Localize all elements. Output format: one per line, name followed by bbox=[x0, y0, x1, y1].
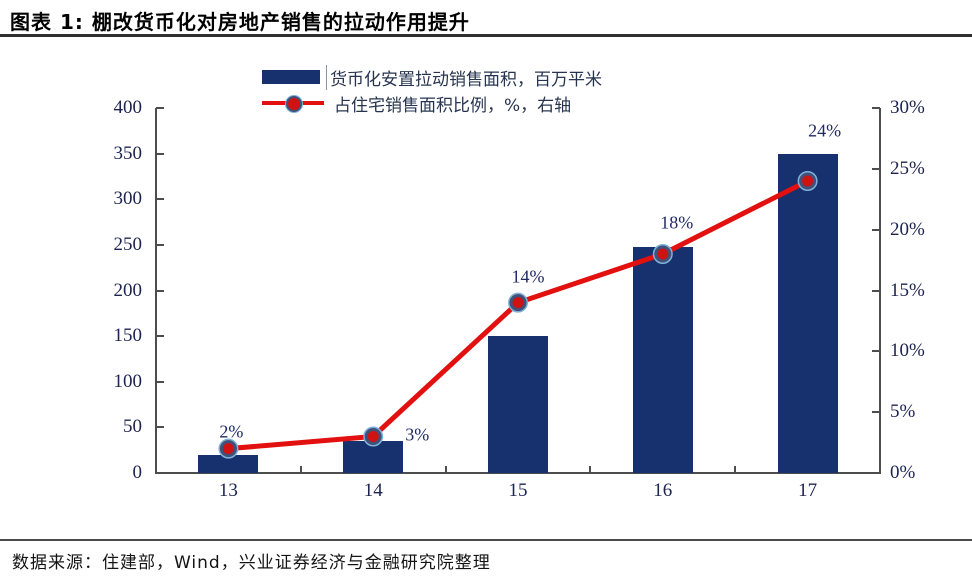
line-marker-halo bbox=[218, 438, 239, 459]
figure-title: 图表 1: 棚改货币化对房地产销售的拉动作用提升 bbox=[10, 10, 470, 34]
ratio-line-series bbox=[218, 171, 818, 459]
x-axis-tickmark bbox=[734, 466, 737, 473]
left-axis-tick-150: 150 bbox=[113, 325, 143, 347]
left-axis-tickmark bbox=[156, 289, 164, 292]
left-axis-tick-350: 350 bbox=[113, 142, 143, 164]
bar-17 bbox=[777, 153, 838, 473]
right-axis-tick-15: 15% bbox=[890, 279, 925, 301]
right-axis-tick-5: 5% bbox=[890, 401, 916, 423]
x-axis-tickmark bbox=[589, 466, 592, 473]
left-axis-tickmark bbox=[156, 335, 164, 338]
left-axis-tick-400: 400 bbox=[113, 97, 143, 118]
right-axis-tickmark bbox=[872, 107, 880, 109]
right-axis-line bbox=[879, 108, 881, 474]
left-axis-tickmark bbox=[156, 426, 164, 429]
legend-item-bar-label: 货币化安置拉动销售面积，百万平米 bbox=[326, 64, 602, 90]
line-series-swatch-icon bbox=[262, 96, 324, 112]
bar-13 bbox=[198, 454, 259, 473]
right-axis-tickmark bbox=[872, 228, 880, 231]
line-marker-17 bbox=[799, 172, 817, 190]
point-label-14: 3% bbox=[405, 424, 430, 444]
line-marker-14 bbox=[364, 428, 382, 445]
chart-legend: 货币化安置拉动销售面积，百万平米 占住宅销售面积比例，%，右轴 bbox=[262, 64, 602, 116]
left-axis-tick-labels: 0 50 100 150 200 250 300 350 400 bbox=[58, 97, 148, 483]
line-marker-13 bbox=[219, 440, 237, 458]
x-axis-tick-15: 15 bbox=[508, 480, 528, 501]
left-axis-tickmark bbox=[156, 107, 164, 109]
legend-item-line-label: 占住宅销售面积比例，%，右轴 bbox=[334, 95, 572, 116]
left-axis-tick-100: 100 bbox=[113, 370, 143, 392]
left-axis-tick-0: 0 bbox=[132, 462, 143, 483]
right-axis-tick-0: 0% bbox=[890, 462, 916, 483]
right-axis-tickmark bbox=[872, 289, 880, 292]
legend-item-line: 占住宅销售面积比例，%，右轴 bbox=[262, 90, 602, 116]
plot-area: 2% 3% 14% 18% 24% bbox=[156, 107, 880, 473]
x-axis-tick-17: 17 bbox=[798, 480, 818, 501]
data-source-note: 数据来源：住建部，Wind，兴业证券经济与金融研究院整理 bbox=[12, 553, 491, 573]
line-marker-halo bbox=[363, 426, 384, 447]
line-marker-16 bbox=[654, 245, 672, 263]
right-axis-tick-25: 25% bbox=[890, 157, 925, 179]
line-marker-15 bbox=[509, 294, 527, 312]
point-label-15: 14% bbox=[511, 266, 545, 287]
right-axis-tick-20: 20% bbox=[890, 218, 925, 240]
x-axis-tickmark bbox=[299, 466, 302, 473]
right-axis-tick-10: 10% bbox=[890, 340, 925, 362]
point-label-16: 18% bbox=[660, 212, 694, 233]
right-axis-tickmark bbox=[872, 167, 880, 170]
right-axis-tick-labels: 0% 5% 10% 15% 20% 25% 30% bbox=[890, 97, 970, 483]
x-axis-tickmark bbox=[444, 466, 447, 473]
bar-16 bbox=[632, 246, 693, 473]
line-path bbox=[228, 178, 809, 452]
bottom-axis-line bbox=[155, 472, 881, 474]
point-label-17: 24% bbox=[808, 120, 842, 141]
line-marker-halo bbox=[508, 292, 528, 313]
left-axis-tick-50: 50 bbox=[123, 416, 142, 438]
right-axis-tick-30: 30% bbox=[890, 97, 925, 118]
x-axis-tick-labels: 13 14 15 16 17 bbox=[156, 480, 880, 506]
x-axis-tick-13: 13 bbox=[218, 480, 238, 501]
left-axis-tickmark bbox=[156, 198, 164, 201]
left-axis-tick-300: 300 bbox=[113, 188, 143, 210]
left-axis-tickmark bbox=[156, 243, 164, 246]
x-axis-tick-16: 16 bbox=[653, 480, 673, 501]
right-axis-tickmark bbox=[872, 350, 880, 353]
line-marker-halo bbox=[652, 244, 673, 264]
left-axis-tickmark bbox=[156, 152, 164, 155]
legend-item-bar: 货币化安置拉动销售面积，百万平米 bbox=[262, 64, 602, 90]
title-divider bbox=[0, 34, 972, 37]
point-label-13: 2% bbox=[219, 421, 244, 442]
bar-15 bbox=[488, 336, 548, 473]
right-axis-tickmark bbox=[872, 411, 880, 414]
x-axis-tick-14: 14 bbox=[363, 480, 383, 501]
left-axis-tickmark bbox=[156, 380, 164, 383]
left-axis-tick-250: 250 bbox=[113, 233, 143, 255]
source-divider bbox=[0, 539, 972, 541]
left-axis-tick-200: 200 bbox=[113, 279, 143, 301]
line-marker-halo bbox=[797, 171, 818, 191]
bar-series-swatch-icon bbox=[262, 70, 320, 84]
